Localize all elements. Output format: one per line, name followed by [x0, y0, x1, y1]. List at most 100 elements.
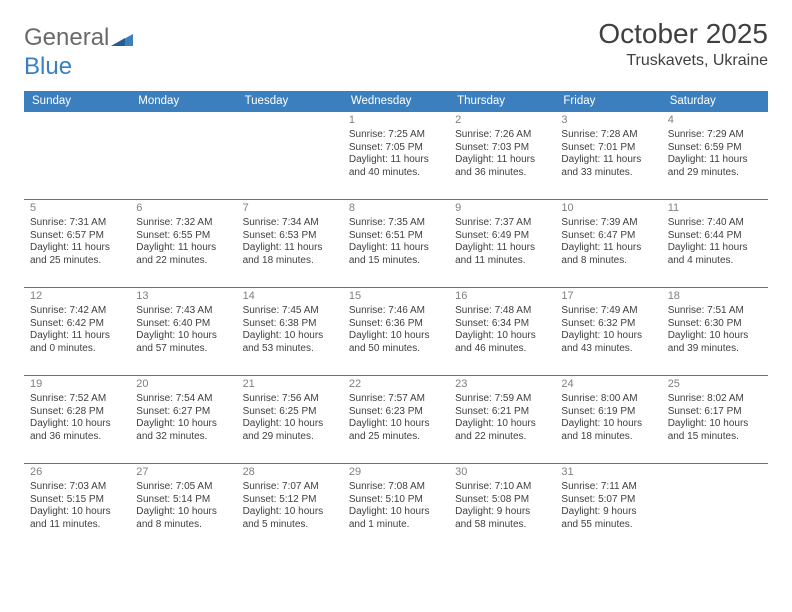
calendar-cell: 30Sunrise: 7:10 AMSunset: 5:08 PMDayligh…	[449, 463, 555, 551]
calendar-row: 12Sunrise: 7:42 AMSunset: 6:42 PMDayligh…	[24, 287, 768, 375]
daylight-line: Daylight: 10 hours and 18 minutes.	[561, 418, 655, 443]
sunset-line: Sunset: 5:15 PM	[30, 494, 124, 507]
sunrise-line: Sunrise: 7:57 AM	[349, 393, 443, 406]
day-number: 7	[243, 202, 337, 216]
sunrise-line: Sunrise: 7:07 AM	[243, 481, 337, 494]
sunset-line: Sunset: 6:30 PM	[668, 318, 762, 331]
daylight-line: Daylight: 10 hours and 11 minutes.	[30, 506, 124, 531]
daylight-line: Daylight: 11 hours and 36 minutes.	[455, 154, 549, 179]
sunrise-line: Sunrise: 7:26 AM	[455, 129, 549, 142]
sunrise-line: Sunrise: 7:39 AM	[561, 217, 655, 230]
calendar-cell: 16Sunrise: 7:48 AMSunset: 6:34 PMDayligh…	[449, 287, 555, 375]
calendar-cell: 20Sunrise: 7:54 AMSunset: 6:27 PMDayligh…	[130, 375, 236, 463]
calendar-cell	[24, 111, 130, 199]
sunset-line: Sunset: 6:27 PM	[136, 406, 230, 419]
logo-text-blue: Blue	[24, 53, 72, 80]
sunset-line: Sunset: 5:08 PM	[455, 494, 549, 507]
day-number: 19	[30, 378, 124, 392]
calendar-cell: 13Sunrise: 7:43 AMSunset: 6:40 PMDayligh…	[130, 287, 236, 375]
sunrise-line: Sunrise: 7:10 AM	[455, 481, 549, 494]
logo-text-gray: General	[24, 24, 109, 51]
sunrise-line: Sunrise: 7:48 AM	[455, 305, 549, 318]
calendar-cell	[662, 463, 768, 551]
calendar-cell: 23Sunrise: 7:59 AMSunset: 6:21 PMDayligh…	[449, 375, 555, 463]
month-title: October 2025	[598, 18, 768, 50]
day-number: 13	[136, 290, 230, 304]
logo-mark-icon	[111, 25, 133, 53]
calendar-cell: 15Sunrise: 7:46 AMSunset: 6:36 PMDayligh…	[343, 287, 449, 375]
sunrise-line: Sunrise: 7:52 AM	[30, 393, 124, 406]
day-number: 11	[668, 202, 762, 216]
sunset-line: Sunset: 6:23 PM	[349, 406, 443, 419]
sunrise-line: Sunrise: 7:59 AM	[455, 393, 549, 406]
daylight-line: Daylight: 10 hours and 39 minutes.	[668, 330, 762, 355]
calendar-cell	[237, 111, 343, 199]
sunset-line: Sunset: 6:21 PM	[455, 406, 549, 419]
daylight-line: Daylight: 10 hours and 57 minutes.	[136, 330, 230, 355]
calendar-cell: 4Sunrise: 7:29 AMSunset: 6:59 PMDaylight…	[662, 111, 768, 199]
sunrise-line: Sunrise: 7:31 AM	[30, 217, 124, 230]
day-number: 1	[349, 114, 443, 128]
sunrise-line: Sunrise: 7:37 AM	[455, 217, 549, 230]
sunrise-line: Sunrise: 7:35 AM	[349, 217, 443, 230]
daylight-line: Daylight: 10 hours and 50 minutes.	[349, 330, 443, 355]
calendar-cell: 28Sunrise: 7:07 AMSunset: 5:12 PMDayligh…	[237, 463, 343, 551]
sunrise-line: Sunrise: 7:54 AM	[136, 393, 230, 406]
sunrise-line: Sunrise: 7:49 AM	[561, 305, 655, 318]
daylight-line: Daylight: 11 hours and 29 minutes.	[668, 154, 762, 179]
sunset-line: Sunset: 6:38 PM	[243, 318, 337, 331]
sunset-line: Sunset: 6:51 PM	[349, 230, 443, 243]
weekday-header: Sunday	[24, 91, 130, 112]
daylight-line: Daylight: 11 hours and 18 minutes.	[243, 242, 337, 267]
calendar-cell: 3Sunrise: 7:28 AMSunset: 7:01 PMDaylight…	[555, 111, 661, 199]
title-block: October 2025 Truskavets, Ukraine	[598, 18, 768, 70]
sunrise-line: Sunrise: 7:28 AM	[561, 129, 655, 142]
day-number: 26	[30, 466, 124, 480]
calendar-cell: 7Sunrise: 7:34 AMSunset: 6:53 PMDaylight…	[237, 199, 343, 287]
calendar-cell: 6Sunrise: 7:32 AMSunset: 6:55 PMDaylight…	[130, 199, 236, 287]
daylight-line: Daylight: 9 hours and 55 minutes.	[561, 506, 655, 531]
sunrise-line: Sunrise: 8:00 AM	[561, 393, 655, 406]
sunrise-line: Sunrise: 7:08 AM	[349, 481, 443, 494]
daylight-line: Daylight: 10 hours and 22 minutes.	[455, 418, 549, 443]
day-number: 6	[136, 202, 230, 216]
daylight-line: Daylight: 11 hours and 22 minutes.	[136, 242, 230, 267]
day-number: 18	[668, 290, 762, 304]
day-number: 2	[455, 114, 549, 128]
day-number: 5	[30, 202, 124, 216]
sunset-line: Sunset: 6:32 PM	[561, 318, 655, 331]
day-number: 3	[561, 114, 655, 128]
calendar-cell: 22Sunrise: 7:57 AMSunset: 6:23 PMDayligh…	[343, 375, 449, 463]
day-number: 22	[349, 378, 443, 392]
sunset-line: Sunset: 6:36 PM	[349, 318, 443, 331]
calendar-cell: 1Sunrise: 7:25 AMSunset: 7:05 PMDaylight…	[343, 111, 449, 199]
calendar-cell: 8Sunrise: 7:35 AMSunset: 6:51 PMDaylight…	[343, 199, 449, 287]
sunset-line: Sunset: 6:34 PM	[455, 318, 549, 331]
calendar-cell: 26Sunrise: 7:03 AMSunset: 5:15 PMDayligh…	[24, 463, 130, 551]
sunrise-line: Sunrise: 7:45 AM	[243, 305, 337, 318]
daylight-line: Daylight: 10 hours and 8 minutes.	[136, 506, 230, 531]
daylight-line: Daylight: 11 hours and 40 minutes.	[349, 154, 443, 179]
daylight-line: Daylight: 10 hours and 15 minutes.	[668, 418, 762, 443]
daylight-line: Daylight: 10 hours and 25 minutes.	[349, 418, 443, 443]
weekday-header: Monday	[130, 91, 236, 112]
calendar-row: 19Sunrise: 7:52 AMSunset: 6:28 PM Dayligh…	[24, 375, 768, 463]
daylight-line: Daylight: 10 hours and 1 minute.	[349, 506, 443, 531]
sunset-line: Sunset: 6:28 PM	[30, 406, 124, 419]
sunrise-line: Sunrise: 7:25 AM	[349, 129, 443, 142]
weekday-header: Saturday	[662, 91, 768, 112]
calendar-page: General Blue October 2025 Truskavets, Uk…	[0, 0, 792, 561]
sunrise-line: Sunrise: 7:32 AM	[136, 217, 230, 230]
sunrise-line: Sunrise: 7:29 AM	[668, 129, 762, 142]
daylight-line: Daylight: 11 hours and 0 minutes.	[30, 330, 124, 355]
sunset-line: Sunset: 6:42 PM	[30, 318, 124, 331]
calendar-cell: 9Sunrise: 7:37 AMSunset: 6:49 PMDaylight…	[449, 199, 555, 287]
calendar-cell: 5Sunrise: 7:31 AMSunset: 6:57 PMDaylight…	[24, 199, 130, 287]
daylight-line: Daylight: 10 hours and 5 minutes.	[243, 506, 337, 531]
weekday-header: Wednesday	[343, 91, 449, 112]
day-number: 8	[349, 202, 443, 216]
day-number: 29	[349, 466, 443, 480]
day-number: 27	[136, 466, 230, 480]
sunrise-line: Sunrise: 7:56 AM	[243, 393, 337, 406]
day-number: 12	[30, 290, 124, 304]
